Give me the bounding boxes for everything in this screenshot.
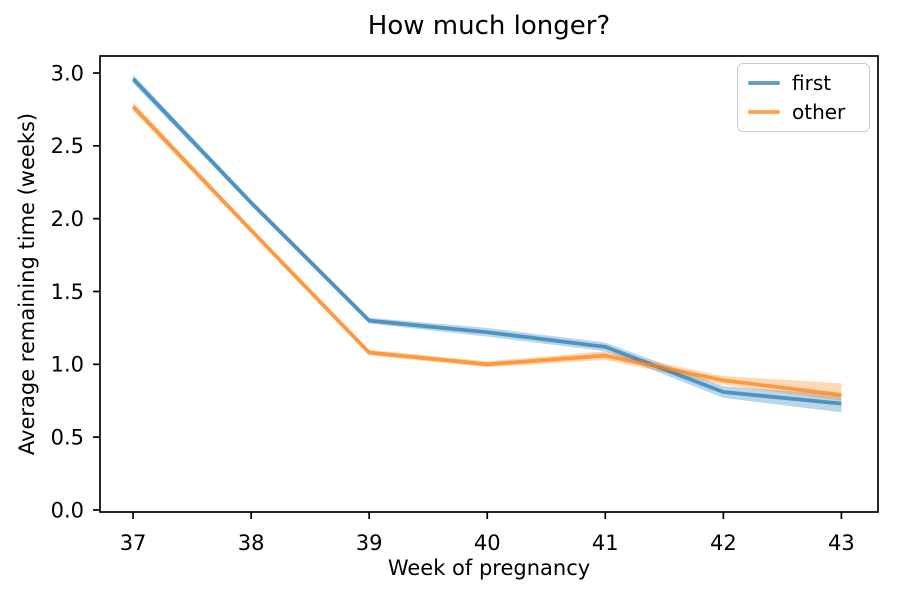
x-tick-label: 42 (710, 531, 737, 555)
chart-title: How much longer? (367, 11, 611, 41)
line-other (131, 105, 842, 397)
y-tick-label: 1.0 (51, 353, 84, 377)
y-tick-label: 3.0 (51, 61, 84, 85)
y-tick-label: 2.0 (51, 207, 84, 231)
legend-item-first: first (748, 71, 859, 95)
y-axis-label: Average remaining time (weeks) (15, 112, 39, 456)
legend-label-other: other (792, 99, 846, 124)
x-tick-label: 37 (120, 531, 147, 555)
x-tick-label: 41 (592, 531, 619, 555)
axes-spines (99, 55, 879, 513)
ci-band-other (133, 102, 842, 401)
x-tick-label: 43 (828, 531, 855, 555)
y-tick-label: 0.0 (51, 498, 84, 522)
y-tick-label: 0.5 (51, 425, 84, 449)
legend-swatch-first-icon (748, 81, 780, 86)
x-tick-label: 40 (474, 531, 501, 555)
x-tick-label: 38 (238, 531, 265, 555)
y-tick-label: 2.5 (51, 134, 84, 158)
y-tick-label: 1.5 (51, 280, 84, 304)
legend-item-other: other (748, 100, 859, 124)
x-tick-label: 39 (356, 531, 383, 555)
legend-label-first: first (792, 71, 832, 96)
legend-swatch-other-icon (748, 109, 780, 114)
legend: first other (737, 63, 870, 132)
x-axis-label: Week of pregnancy (387, 556, 591, 580)
line-first (131, 77, 842, 406)
